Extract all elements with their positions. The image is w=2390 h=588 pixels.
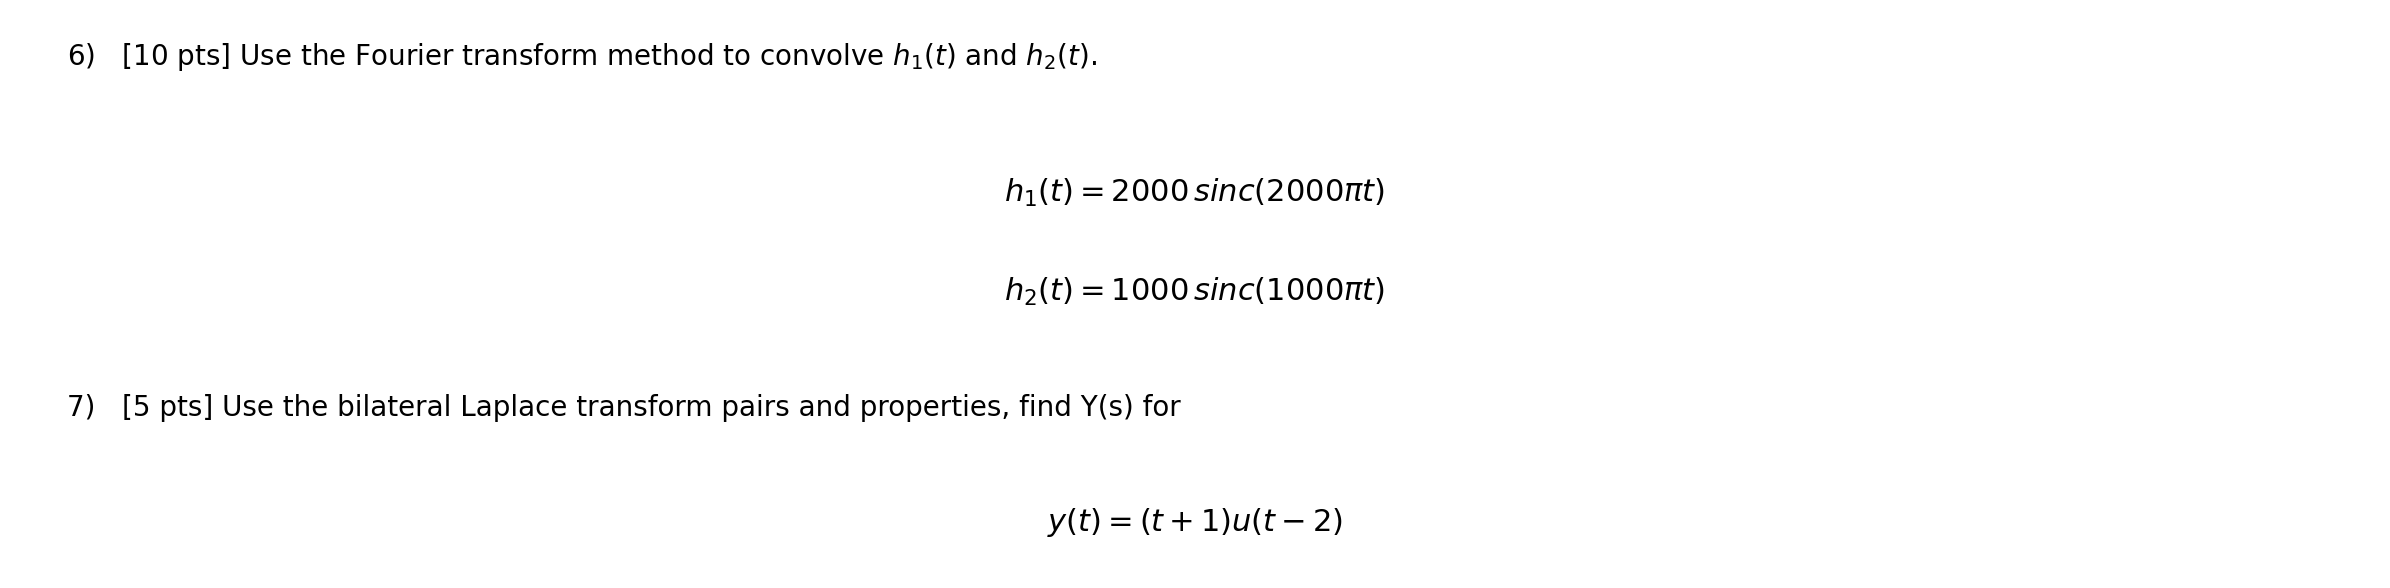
Text: $h_1(t) = 2000\,sinc(2000\pi t)$: $h_1(t) = 2000\,sinc(2000\pi t)$ <box>1004 176 1386 209</box>
Text: 7)   [5 pts] Use the bilateral Laplace transform pairs and properties, find Y(s): 7) [5 pts] Use the bilateral Laplace tra… <box>67 394 1181 422</box>
Text: $y(t) = (t+1)u(t-2)$: $y(t) = (t+1)u(t-2)$ <box>1047 506 1343 539</box>
Text: $h_2(t) = 1000\,sinc(1000\pi t)$: $h_2(t) = 1000\,sinc(1000\pi t)$ <box>1004 276 1386 309</box>
Text: 6)   [10 pts] Use the Fourier transform method to convolve $h_1(t)$ and $h_2(t)$: 6) [10 pts] Use the Fourier transform me… <box>67 41 1097 73</box>
